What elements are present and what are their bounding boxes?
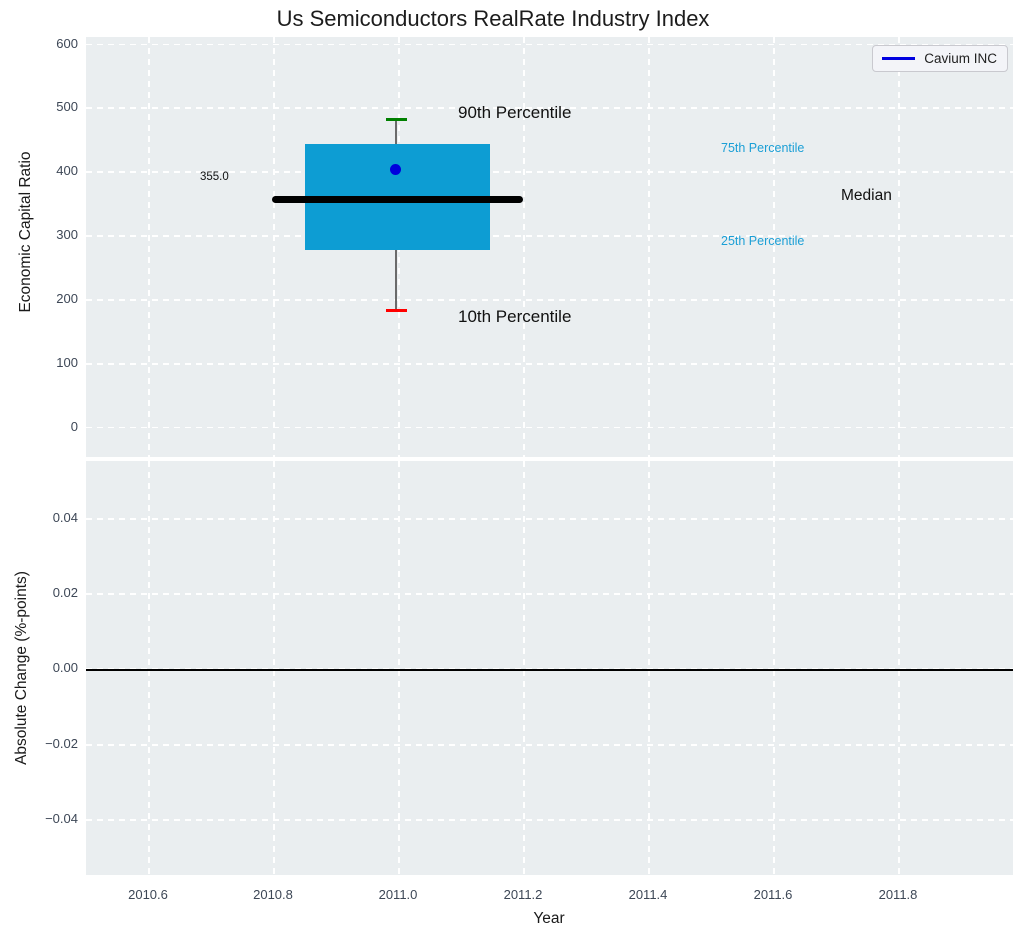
bottom-axes — [86, 461, 1013, 875]
gridline-horizontal — [86, 171, 1013, 173]
gridline-horizontal — [86, 235, 1013, 237]
xtick: 2011.6 — [753, 887, 793, 902]
gridline-vertical — [648, 37, 650, 457]
annotation-90th-percentile: 90th Percentile — [458, 103, 572, 122]
zero-change-line — [86, 668, 1013, 671]
xtick: 2011.2 — [503, 887, 543, 902]
xtick: 2010.6 — [128, 887, 168, 902]
gridline-horizontal — [86, 363, 1013, 365]
top-axes: 90th Percentile 10th Percentile 355.0 75… — [86, 37, 1013, 457]
xtick: 2010.8 — [253, 887, 293, 902]
gridline-horizontal — [86, 107, 1013, 109]
annotation-75th-percentile: 75th Percentile — [721, 141, 805, 155]
gridline-horizontal — [86, 299, 1013, 301]
gridline-vertical — [523, 37, 525, 457]
ytick-bottom: −0.02 — [45, 736, 78, 751]
gridline-horizontal — [86, 518, 1013, 520]
ytick-top: 400 — [56, 163, 78, 178]
bottom-y-axis-label: Absolute Change (%-points) — [13, 571, 30, 765]
annotation-median: Median — [841, 187, 892, 204]
ytick-bottom: 0.00 — [52, 660, 78, 675]
legend-label: Cavium INC — [924, 51, 997, 66]
ytick-top: 200 — [56, 291, 78, 306]
ytick-bottom: 0.02 — [52, 585, 78, 600]
company-value-dot — [390, 164, 401, 175]
ytick-top: 300 — [56, 227, 78, 242]
top-y-axis-label: Economic Capital Ratio — [17, 151, 34, 313]
gridline-vertical — [148, 37, 150, 457]
x-axis-label: Year — [533, 910, 565, 927]
gridline-horizontal — [86, 744, 1013, 746]
boxplot-p10-cap — [386, 309, 407, 312]
xtick: 2011.4 — [628, 887, 668, 902]
gridline-horizontal — [86, 43, 1013, 45]
boxplot-p90-cap — [386, 118, 407, 121]
gridline-horizontal — [86, 426, 1013, 428]
chart-title: Us Semiconductors RealRate Industry Inde… — [276, 6, 710, 31]
ytick-top: 600 — [56, 36, 78, 51]
xtick: 2011.0 — [378, 887, 418, 902]
gridline-vertical — [773, 37, 775, 457]
gridline-horizontal — [86, 593, 1013, 595]
legend-line-sample — [882, 57, 916, 60]
xtick: 2011.8 — [878, 887, 918, 902]
gridline-vertical — [898, 37, 900, 457]
annotation-25th-percentile: 25th Percentile — [721, 234, 805, 248]
gridline-vertical — [273, 37, 275, 457]
ytick-bottom: −0.04 — [45, 811, 78, 826]
ytick-top: 100 — [56, 355, 78, 370]
ytick-top: 500 — [56, 99, 78, 114]
annotation-median-value: 355.0 — [200, 171, 229, 183]
ytick-bottom: 0.04 — [52, 510, 78, 525]
ytick-top: 0 — [70, 419, 78, 434]
legend: Cavium INC — [872, 45, 1008, 72]
boxplot-median-line — [272, 196, 523, 203]
gridline-horizontal — [86, 819, 1013, 821]
annotation-10th-percentile: 10th Percentile — [458, 307, 572, 326]
